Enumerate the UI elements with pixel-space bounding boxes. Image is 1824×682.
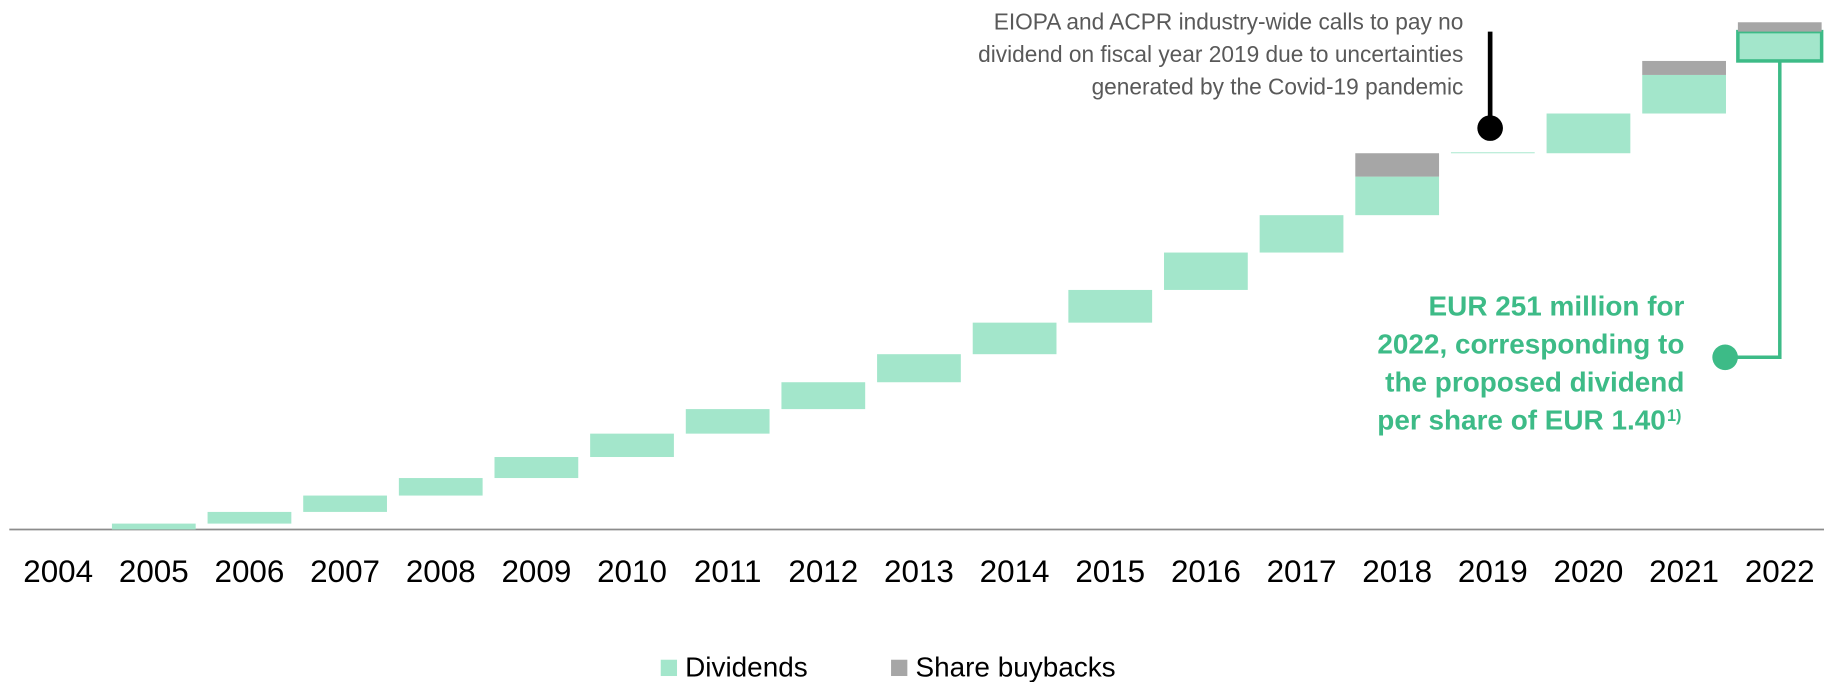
annotation-line: per share of EUR 1.40: [1377, 405, 1665, 436]
bar-segment: [494, 457, 579, 479]
x-tick-label: 2006: [215, 554, 285, 589]
bar-segment: [1164, 252, 1248, 290]
footnote-marker: 1): [1667, 407, 1681, 425]
annotation-line: 2022, corresponding to: [1377, 329, 1684, 360]
bar-segment: [1068, 289, 1153, 323]
bar-segment: [111, 523, 196, 530]
x-tick-label: 2019: [1458, 554, 1528, 589]
bar-segment: [398, 478, 483, 496]
legend-label: Share buybacks: [915, 651, 1115, 682]
x-tick-label: 2007: [310, 554, 380, 589]
bar-segment: [1546, 113, 1631, 154]
x-tick-label: 2015: [1075, 554, 1145, 589]
bar-segment: [1450, 152, 1535, 154]
legend-label: Dividends: [685, 651, 808, 682]
x-tick-label: 2011: [694, 554, 762, 589]
bar-segment: [1642, 74, 1726, 114]
bar-segment: [207, 511, 292, 524]
x-tick-label: 2012: [788, 554, 858, 589]
bar-segment: [1642, 60, 1726, 75]
annotation-text: dividend on fiscal year 2019 due to unce…: [978, 41, 1463, 67]
bar-segment: [685, 409, 770, 434]
annotation-text: 2022, corresponding to: [1377, 329, 1684, 360]
x-tick-label: 2005: [119, 554, 189, 589]
bar-segment: [877, 354, 961, 383]
annotation-dot: [1712, 344, 1738, 371]
x-tick-label: 2004: [23, 554, 93, 589]
bar-segment: [781, 382, 866, 410]
bar-segment: [303, 495, 387, 512]
annotation-text: EIOPA and ACPR industry-wide calls to pa…: [994, 8, 1464, 34]
x-tick-label: 2008: [406, 554, 476, 589]
bar-segment: [972, 322, 1057, 355]
x-tick-label: 2018: [1362, 554, 1432, 589]
x-tick-label: 2020: [1554, 554, 1624, 589]
x-tick-label: 2016: [1171, 554, 1241, 589]
bar-segment: [590, 433, 674, 458]
annotation-text: per share of EUR 1.40: [1377, 405, 1665, 436]
legend-swatch: [891, 659, 908, 677]
bar-segment: [1355, 153, 1440, 177]
x-tick-label: 2009: [501, 554, 571, 589]
bar-segment: [1737, 22, 1822, 32]
x-tick-label: 2013: [884, 554, 954, 589]
bar-segment: [1736, 29, 1824, 63]
x-tick-label: 2010: [597, 554, 667, 589]
bar-segment: [1259, 215, 1344, 253]
annotation-line: EUR 251 million for: [1429, 291, 1685, 322]
annotation-text: EUR 251 million for: [1429, 291, 1685, 322]
annotation-line: the proposed dividend: [1385, 367, 1684, 398]
bar-segment: [1355, 176, 1440, 216]
legend-swatch: [660, 659, 678, 677]
x-tick-label: 2017: [1267, 554, 1337, 589]
x-tick-label: 2021: [1649, 554, 1719, 589]
x-tick-label: 2022: [1745, 554, 1815, 589]
annotation-connector: [1725, 60, 1782, 360]
annotation-text: generated by the Covid-19 pandemic: [1092, 74, 1464, 100]
annotation-text: the proposed dividend: [1385, 367, 1684, 398]
annotation-dot: [1477, 115, 1503, 141]
x-tick-label: 2014: [980, 554, 1050, 589]
